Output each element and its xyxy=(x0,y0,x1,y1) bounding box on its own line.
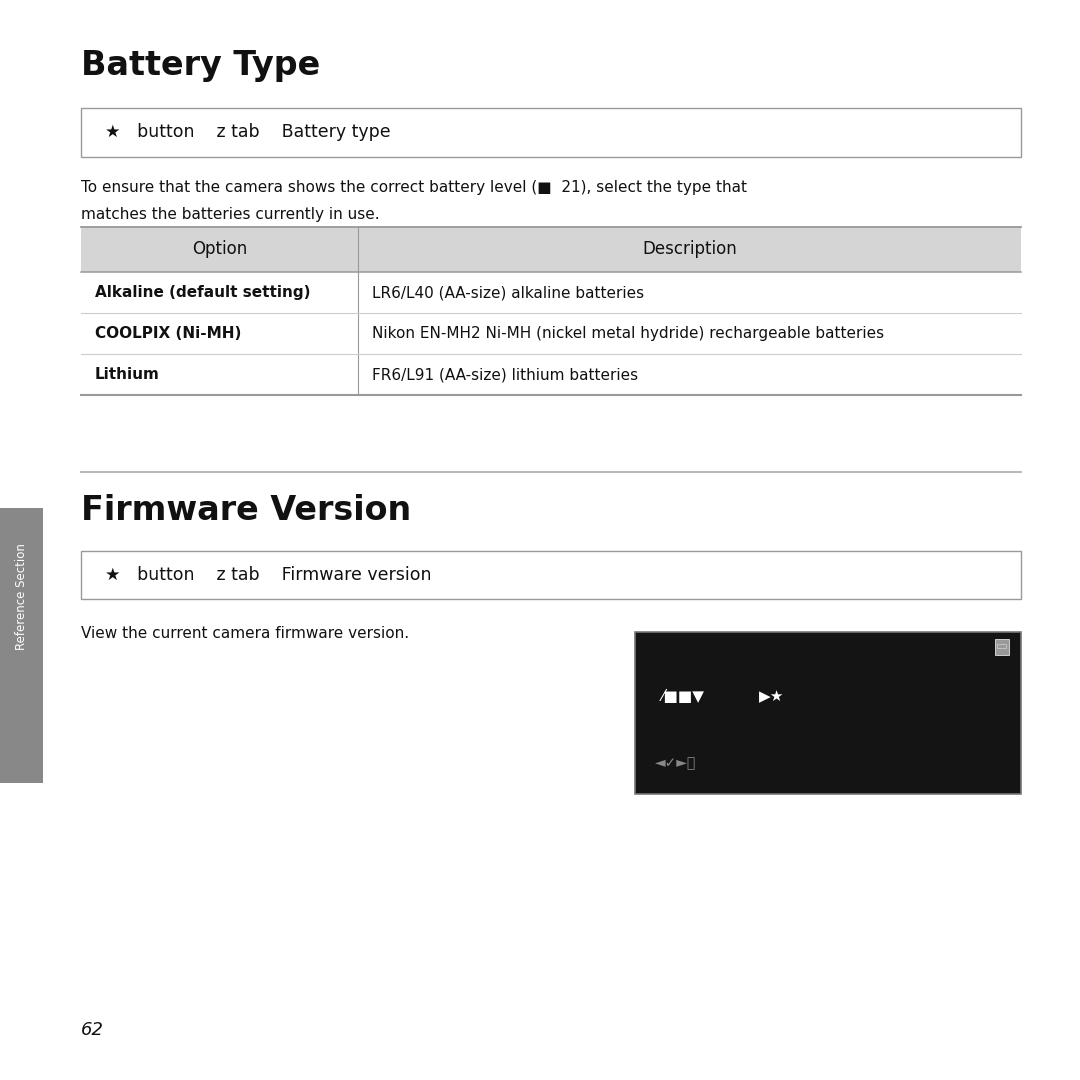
Text: LR6/L40 (AA-size) alkaline batteries: LR6/L40 (AA-size) alkaline batteries xyxy=(373,285,645,300)
Text: ★   button    z tab    Battery type: ★ button z tab Battery type xyxy=(105,123,390,141)
Bar xyxy=(635,632,1021,794)
Bar xyxy=(81,551,1021,599)
Bar xyxy=(81,227,1021,272)
Text: Lithium: Lithium xyxy=(95,367,160,382)
Text: View the current camera firmware version.: View the current camera firmware version… xyxy=(81,626,409,642)
Text: Description: Description xyxy=(642,241,737,258)
Text: Nikon EN-MH2 Ni-MH (nickel metal hydride) rechargeable batteries: Nikon EN-MH2 Ni-MH (nickel metal hydride… xyxy=(373,326,885,341)
Text: ★   button    z tab    Firmware version: ★ button z tab Firmware version xyxy=(105,566,431,584)
Text: To ensure that the camera shows the correct battery level (■  21), select the ty: To ensure that the camera shows the corr… xyxy=(81,180,747,195)
Text: Firmware Version: Firmware Version xyxy=(81,494,411,527)
Text: Alkaline (default setting): Alkaline (default setting) xyxy=(95,285,311,300)
Bar xyxy=(81,108,1021,157)
Text: FR6/L91 (AA-size) lithium batteries: FR6/L91 (AA-size) lithium batteries xyxy=(373,367,638,382)
Text: Battery Type: Battery Type xyxy=(81,49,321,82)
Bar xyxy=(0,686,43,783)
Text: COOLPIX (Ni-MH): COOLPIX (Ni-MH) xyxy=(95,326,242,341)
Text: ▭: ▭ xyxy=(996,640,1008,653)
Bar xyxy=(0,508,43,686)
Text: Option: Option xyxy=(192,241,247,258)
Text: ⁄■■▼: ⁄■■▼ xyxy=(662,689,705,704)
Text: 62: 62 xyxy=(81,1021,104,1039)
Text: ◄✓►Ⓢ: ◄✓►Ⓢ xyxy=(654,756,696,770)
Text: Reference Section: Reference Section xyxy=(15,543,28,650)
Text: ▶★: ▶★ xyxy=(759,689,784,704)
Text: matches the batteries currently in use.: matches the batteries currently in use. xyxy=(81,207,380,222)
